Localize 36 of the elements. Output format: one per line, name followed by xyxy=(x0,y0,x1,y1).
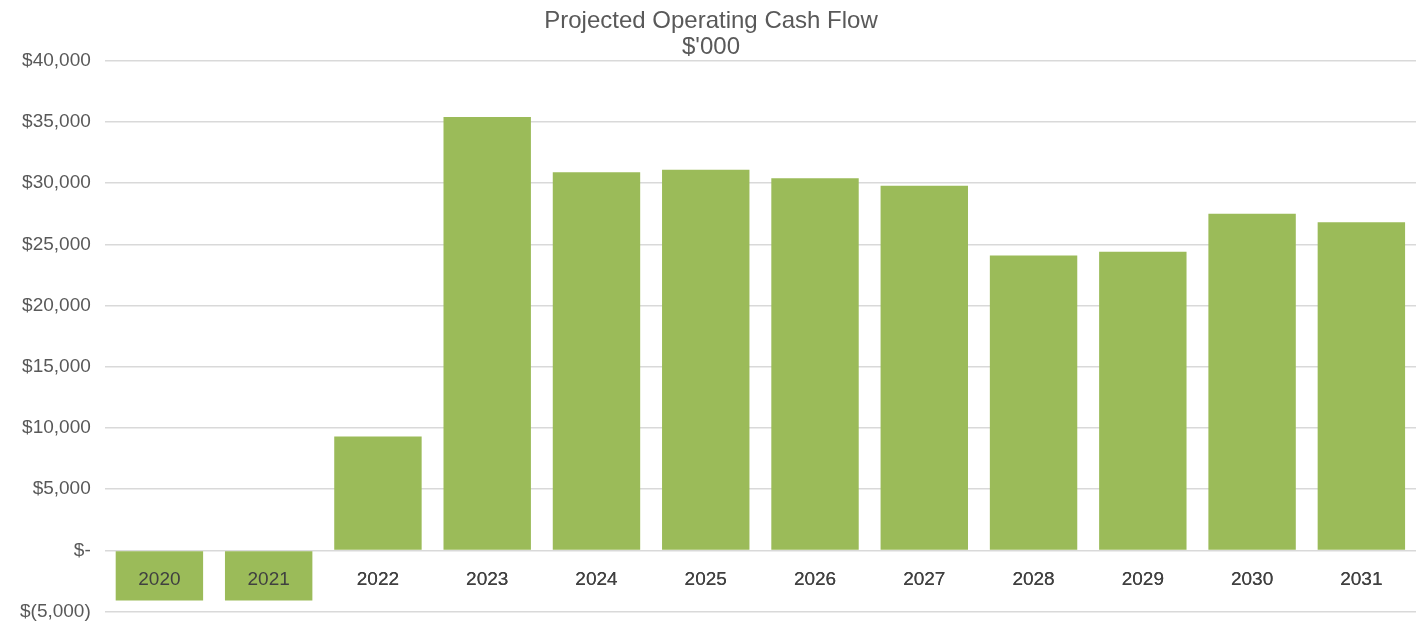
bar xyxy=(1208,213,1296,550)
y-tick-label: $10,000 xyxy=(22,416,91,438)
bar xyxy=(115,551,204,601)
chart-title: Projected Operating Cash Flow xyxy=(544,5,879,33)
chart-subtitle: $'000 xyxy=(682,32,740,60)
bar xyxy=(552,172,641,550)
x-tick-label: 2029 xyxy=(1121,568,1164,590)
bar xyxy=(224,551,313,601)
y-tick-label: $40,000 xyxy=(22,49,91,71)
y-tick-label: $15,000 xyxy=(22,355,91,377)
x-tick-label: 2028 xyxy=(1012,568,1055,590)
bar xyxy=(1317,222,1406,550)
y-tick-label: $(5,000) xyxy=(19,599,91,621)
x-tick-label: 2031 xyxy=(1340,568,1383,590)
y-tick-label: $30,000 xyxy=(22,171,91,193)
y-tick-label: $5,000 xyxy=(32,477,91,499)
bar xyxy=(334,436,422,550)
y-tick-label: $20,000 xyxy=(22,293,91,315)
y-tick-label: $25,000 xyxy=(22,232,91,254)
x-tick-label: 2030 xyxy=(1230,568,1274,590)
y-tick-label: $35,000 xyxy=(22,110,91,132)
x-tick-label: 2023 xyxy=(466,568,509,590)
bar xyxy=(771,178,859,550)
bar xyxy=(443,117,531,550)
x-tick-label: 2027 xyxy=(903,568,946,590)
bar xyxy=(662,169,750,550)
bar xyxy=(989,255,1078,550)
x-tick-label: 2022 xyxy=(356,568,400,590)
bar xyxy=(1099,251,1187,550)
y-tick-label: $- xyxy=(73,538,91,560)
x-tick-label: 2026 xyxy=(793,568,837,590)
x-tick-label: 2021 xyxy=(247,568,290,590)
x-tick-label: 2025 xyxy=(684,568,727,590)
bar xyxy=(880,185,968,550)
x-tick-label: 2024 xyxy=(575,568,619,590)
x-tick-label: 2020 xyxy=(138,568,181,590)
